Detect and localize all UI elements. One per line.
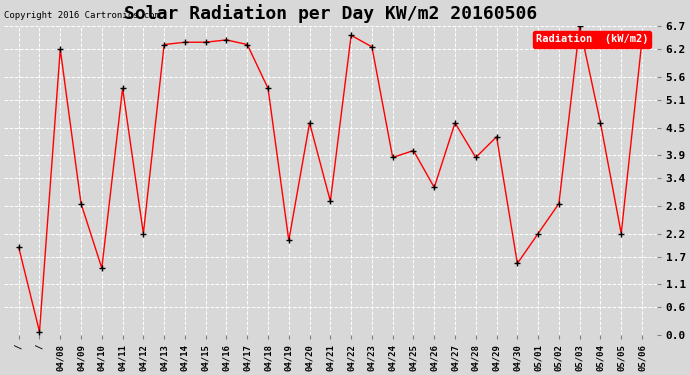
Legend: Radiation  (kW/m2): Radiation (kW/m2) bbox=[533, 31, 651, 48]
Text: Copyright 2016 Cartronics.com: Copyright 2016 Cartronics.com bbox=[4, 11, 160, 20]
Title: Solar Radiation per Day KW/m2 20160506: Solar Radiation per Day KW/m2 20160506 bbox=[124, 4, 537, 23]
